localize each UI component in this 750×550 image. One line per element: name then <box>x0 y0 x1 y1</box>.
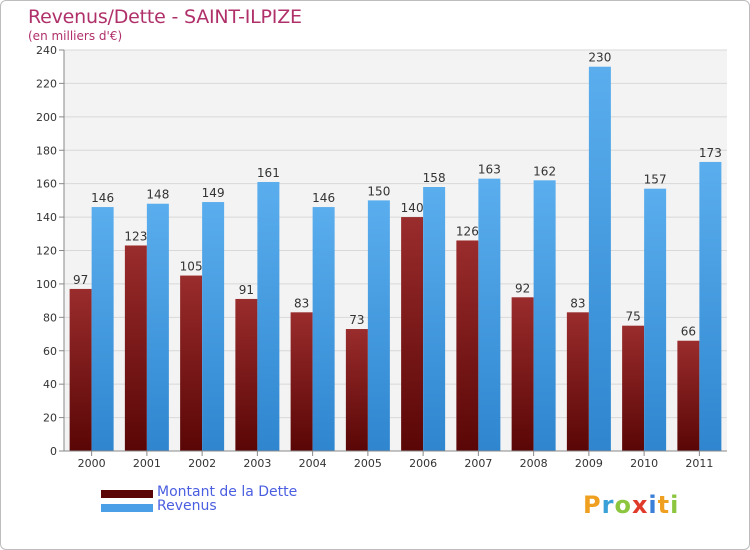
data-label-debt: 105 <box>180 260 203 274</box>
bar-debt <box>345 329 368 451</box>
data-label-revenus: 149 <box>202 186 225 200</box>
x-tick-label: 2001 <box>133 457 161 470</box>
y-tick-label: 80 <box>43 311 57 324</box>
bar-debt <box>235 298 258 451</box>
bar-revenus <box>423 187 446 451</box>
chart-title: Revenus/Dette - SAINT-ILPIZE <box>28 6 302 28</box>
bar-debt <box>566 312 589 451</box>
bar-debt <box>124 245 147 451</box>
bar-revenus <box>644 188 667 451</box>
y-tick-label: 0 <box>50 445 57 458</box>
data-label-debt: 92 <box>515 281 530 295</box>
x-tick-label: 2005 <box>354 457 382 470</box>
data-label-debt: 97 <box>73 273 88 287</box>
bar-debt <box>456 240 479 451</box>
legend-item-revenus: Revenus <box>101 498 361 515</box>
y-tick-label: 160 <box>36 178 57 191</box>
legend-item-debt: Montant de la Dette <box>101 484 361 501</box>
data-label-revenus: 157 <box>644 173 667 187</box>
bar-revenus <box>202 202 225 451</box>
data-label-debt: 75 <box>625 310 640 324</box>
y-tick-label: 100 <box>36 278 57 291</box>
legend-swatch-revenus <box>101 504 153 512</box>
data-label-debt: 66 <box>681 325 696 339</box>
chart-subtitle: (en milliers d'€) <box>28 29 123 43</box>
bar-revenus <box>699 161 722 451</box>
data-label-revenus: 146 <box>312 191 335 205</box>
x-tick-label: 2007 <box>464 457 492 470</box>
data-label-revenus: 150 <box>367 184 390 198</box>
y-tick-label: 200 <box>36 111 57 124</box>
x-tick-label: 2000 <box>78 457 106 470</box>
y-tick-label: 60 <box>43 345 57 358</box>
data-label-revenus: 158 <box>423 171 446 185</box>
labels-layer: 97 146 123 148 105 149 91 161 83 146 73 150 140 158 12… <box>73 51 722 339</box>
legend-label-debt: Montant de la Dette <box>157 484 298 500</box>
data-label-revenus: 148 <box>146 188 169 202</box>
data-label-debt: 123 <box>124 229 147 243</box>
bar-debt <box>677 340 700 451</box>
axis-layer: 0 20 40 60 80 100 120 140 160 180 200 220 240 2000 200… <box>36 44 727 470</box>
data-label-debt: 126 <box>456 224 479 238</box>
y-tick-label: 140 <box>36 211 57 224</box>
y-tick-label: 120 <box>36 245 57 258</box>
data-label-revenus: 146 <box>91 191 114 205</box>
bar-debt <box>622 325 645 451</box>
x-tick-label: 2011 <box>685 457 713 470</box>
bar-debt <box>401 217 424 451</box>
x-tick-label: 2004 <box>299 457 327 470</box>
bar-debt <box>180 275 203 451</box>
bar-revenus <box>257 181 280 451</box>
data-label-revenus: 163 <box>478 163 501 177</box>
bar-revenus <box>588 66 611 451</box>
legend: Montant de la Dette Revenus <box>101 484 361 515</box>
y-tick-label: 220 <box>36 77 57 90</box>
x-tick-label: 2003 <box>243 457 271 470</box>
x-tick-label: 2010 <box>630 457 658 470</box>
proxiti-logo: Proxiti <box>583 491 680 519</box>
data-label-debt: 140 <box>401 201 424 215</box>
bar-debt <box>69 288 92 451</box>
bar-debt <box>511 297 534 451</box>
data-label-revenus: 173 <box>699 146 722 160</box>
data-label-debt: 83 <box>294 296 309 310</box>
x-tick-label: 2008 <box>520 457 548 470</box>
y-tick-label: 180 <box>36 144 57 157</box>
x-tick-label: 2002 <box>188 457 216 470</box>
legend-swatch-debt <box>101 490 153 498</box>
y-tick-label: 40 <box>43 378 57 391</box>
bar-debt <box>290 312 313 451</box>
data-label-revenus: 161 <box>257 166 280 180</box>
x-tick-label: 2006 <box>409 457 437 470</box>
bar-revenus <box>91 207 114 451</box>
data-label-revenus: 162 <box>533 164 556 178</box>
bar-revenus <box>367 200 390 451</box>
data-label-debt: 91 <box>239 283 254 297</box>
bar-revenus <box>312 207 335 451</box>
x-tick-label: 2009 <box>575 457 603 470</box>
bars-layer <box>69 66 722 451</box>
y-tick-label: 20 <box>43 412 57 425</box>
data-label-debt: 73 <box>349 313 364 327</box>
bar-revenus <box>478 178 501 451</box>
y-tick-label: 240 <box>36 44 57 57</box>
legend-label-revenus: Revenus <box>157 498 217 514</box>
data-label-revenus: 230 <box>588 51 611 65</box>
grid-layer <box>64 49 727 452</box>
bar-revenus <box>533 180 556 451</box>
data-label-debt: 83 <box>570 296 585 310</box>
bar-revenus <box>146 203 169 451</box>
